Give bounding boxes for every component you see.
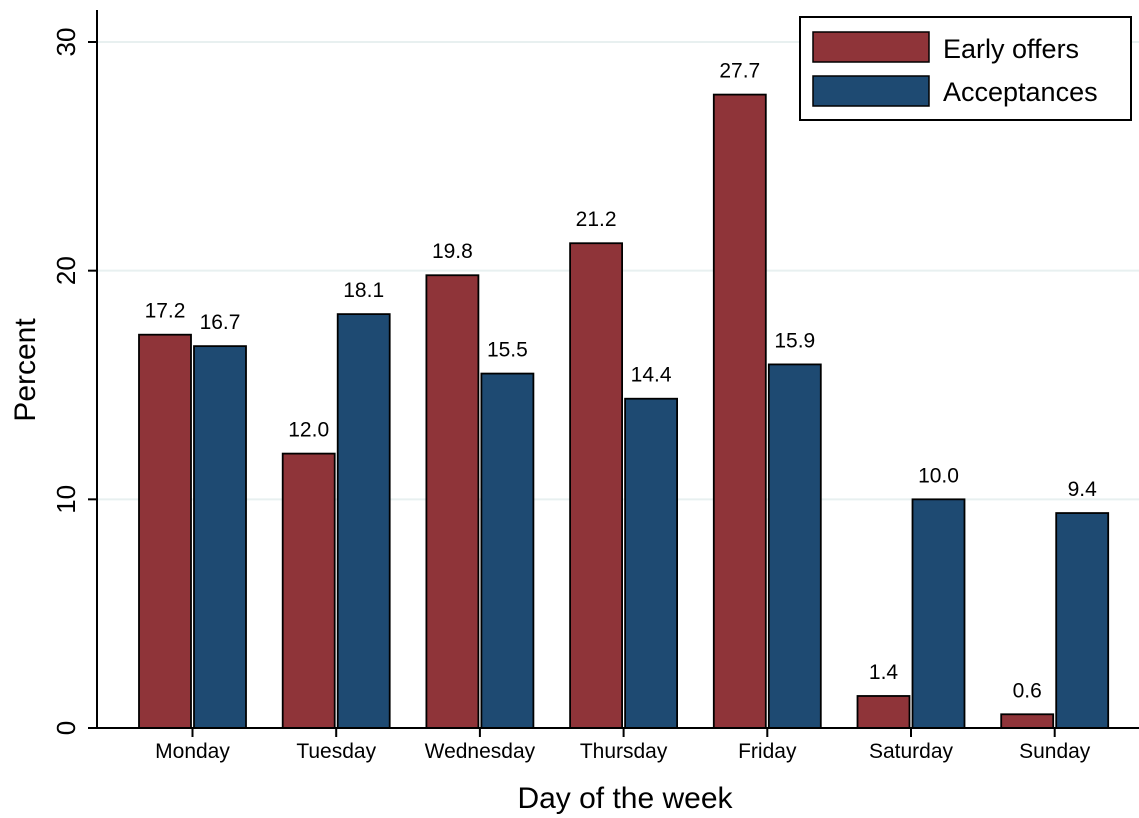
y-axis-title: Percent (9, 318, 42, 422)
bar-early-offers-tuesday (281, 452, 336, 729)
data-label: 10.0 (918, 464, 959, 487)
bar-early-offers-friday (712, 93, 767, 729)
x-tick-label: Tuesday (296, 740, 376, 763)
y-tick-label: 10 (51, 485, 81, 514)
data-label: 19.8 (432, 240, 473, 263)
axes: 0 10 20 30 Monday Tuesday Wednesday Thursday Fri… (51, 10, 1139, 763)
data-label: 27.7 (719, 60, 760, 83)
bar-acceptances-saturday (911, 498, 966, 729)
bar-early-offers-thursday (569, 242, 623, 729)
bars (138, 93, 1110, 729)
bar-acceptances-friday (767, 363, 822, 729)
x-tick-label: Thursday (580, 740, 668, 763)
bar-acceptances-monday (193, 345, 247, 729)
x-tick-label: Monday (155, 740, 230, 763)
bar-acceptances-tuesday (336, 313, 391, 729)
bar-acceptances-sunday (1055, 512, 1110, 729)
bar-acceptances-wednesday (480, 372, 535, 729)
x-tick-label: Sunday (1019, 740, 1091, 763)
y-tick-label: 0 (51, 721, 81, 735)
data-label: 15.9 (774, 329, 815, 352)
data-labels: 17.2 16.7 12.0 18.1 19.8 15.5 21.2 14.4 27.7 15.9… (145, 60, 1098, 703)
legend: Early offers Acceptances (799, 16, 1132, 121)
data-label: 16.7 (200, 311, 241, 334)
bar-early-offers-monday (138, 333, 192, 729)
x-tick-label: Friday (738, 740, 797, 763)
legend-swatch-early-offers (812, 31, 930, 63)
data-label: 12.0 (288, 419, 329, 442)
bar-early-offers-sunday (1000, 713, 1055, 729)
data-label: 15.5 (487, 339, 528, 362)
data-label: 0.6 (1013, 679, 1042, 702)
x-tick-label: Wednesday (425, 740, 536, 763)
legend-label-early-offers: Early offers (943, 34, 1079, 64)
data-label: 21.2 (576, 208, 617, 231)
bar-early-offers-saturday (856, 695, 911, 729)
data-label: 17.2 (145, 300, 186, 323)
legend-label-acceptances: Acceptances (943, 77, 1098, 107)
bar-early-offers-wednesday (425, 274, 480, 729)
data-label: 14.4 (631, 364, 672, 387)
y-tick-label: 20 (51, 256, 81, 285)
x-axis-title: Day of the week (517, 782, 733, 815)
legend-swatch-acceptances (812, 75, 930, 107)
data-label: 1.4 (869, 661, 899, 684)
data-label: 18.1 (343, 279, 384, 302)
bar-acceptances-thursday (624, 397, 678, 729)
x-tick-label: Saturday (869, 740, 954, 763)
y-tick-label: 30 (51, 28, 81, 57)
data-label: 9.4 (1068, 478, 1098, 501)
